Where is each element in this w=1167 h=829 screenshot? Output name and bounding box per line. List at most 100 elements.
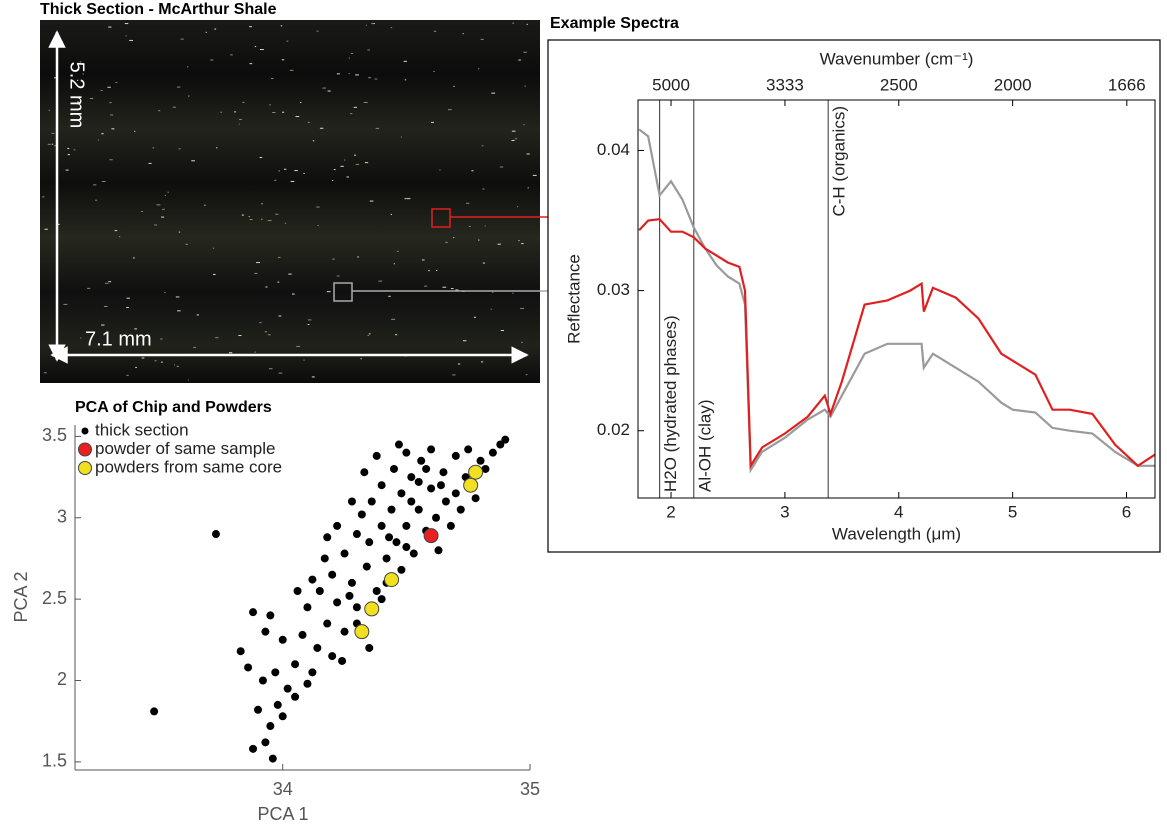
speck (375, 127, 380, 129)
speck (248, 215, 251, 217)
scatter-point (268, 754, 277, 763)
speck (300, 102, 302, 104)
speck (76, 79, 79, 81)
speck (516, 206, 519, 208)
speck (204, 204, 206, 206)
speck (283, 168, 287, 170)
speck (478, 239, 480, 241)
speck (93, 184, 97, 186)
scatter-point (249, 608, 258, 617)
speck (353, 106, 357, 108)
speck (404, 198, 407, 200)
speck (403, 60, 407, 62)
speck (180, 38, 184, 40)
scatter-point (320, 554, 329, 563)
speck (212, 273, 216, 275)
scatter-point (372, 451, 381, 460)
speck (523, 124, 525, 126)
speck (48, 109, 51, 111)
speck (234, 111, 237, 113)
speck (133, 257, 135, 259)
scatter-point (244, 663, 253, 672)
speck (468, 225, 471, 227)
scatter-point (427, 484, 436, 493)
scatter-point (384, 572, 400, 588)
scatter-point (150, 707, 159, 716)
x2-tick-label: 5000 (652, 75, 690, 94)
speck (259, 322, 262, 324)
scatter-point (352, 603, 361, 612)
x2-tick-label: 1666 (1108, 75, 1146, 94)
speck (43, 372, 47, 374)
speck (126, 374, 129, 376)
speck (322, 87, 326, 89)
speck (484, 225, 486, 227)
speck (445, 241, 448, 243)
scatter-point (463, 477, 479, 493)
speck (148, 162, 152, 164)
scatter-point (278, 635, 287, 644)
speck (390, 27, 393, 29)
scatter-point (271, 668, 280, 677)
scatter-point (354, 624, 370, 640)
speck (47, 143, 51, 145)
speck (442, 286, 447, 288)
legend-label: powders from same core (95, 457, 282, 476)
speck (126, 306, 129, 308)
x-tick-label: 4 (894, 502, 903, 521)
speck (511, 130, 516, 132)
scatter-point (471, 494, 480, 503)
speck (512, 292, 514, 294)
scatter-point (414, 477, 423, 486)
scatter-point (360, 468, 369, 477)
speck (462, 340, 467, 342)
speck (525, 374, 528, 376)
speck (89, 98, 94, 100)
scatter-point (434, 546, 443, 555)
speck (360, 358, 362, 360)
scatter-point (328, 570, 337, 579)
speck (51, 143, 54, 145)
scatter-point (258, 676, 267, 685)
speck (296, 345, 301, 347)
scatter-point (377, 595, 386, 604)
speck (400, 136, 402, 138)
scatter-point (402, 543, 411, 552)
speck (348, 73, 350, 75)
speck (289, 69, 294, 71)
speck (42, 196, 45, 198)
speck (447, 109, 452, 111)
image-title: Thick Section - McArthur Shale (40, 1, 277, 18)
x-tick-label: 34 (273, 779, 293, 799)
speck (491, 92, 496, 94)
speck (249, 219, 253, 221)
scatter-point (345, 591, 354, 600)
speck (473, 316, 477, 318)
speck (264, 331, 268, 333)
speck (422, 259, 425, 261)
speck (210, 59, 214, 61)
y-tick-label: 3.5 (42, 425, 67, 445)
scatter-point (298, 630, 307, 639)
speck (167, 191, 169, 193)
speck (331, 179, 334, 181)
speck (104, 282, 109, 284)
speck (391, 318, 396, 320)
speck (371, 23, 374, 25)
speck (254, 351, 257, 353)
speck (65, 169, 69, 171)
speck (428, 270, 430, 272)
speck (378, 280, 383, 282)
speck (303, 172, 305, 174)
speck (239, 118, 242, 120)
speck (355, 74, 359, 76)
speck (365, 24, 367, 26)
speck (67, 154, 71, 156)
x2-tick-label: 2000 (994, 75, 1032, 94)
x2-axis-title: Wavenumber (cm⁻¹) (820, 49, 974, 68)
height-label: 5.2 mm (66, 62, 88, 129)
scatter-point (488, 448, 497, 457)
speck (141, 210, 144, 212)
thick-section-image (40, 20, 540, 383)
legend-label: powder of same sample (95, 439, 275, 458)
